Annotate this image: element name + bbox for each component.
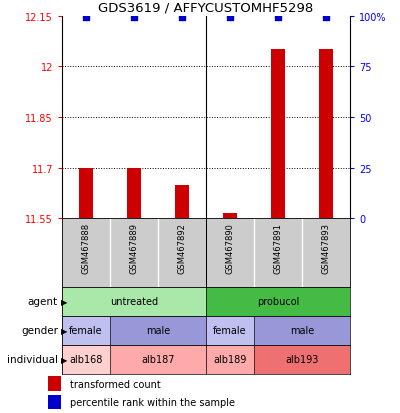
Text: ▶: ▶ <box>61 355 68 364</box>
Text: alb187: alb187 <box>141 354 175 364</box>
Bar <box>254 316 350 345</box>
Text: male: male <box>290 325 314 335</box>
Text: gender: gender <box>21 325 58 335</box>
Text: GSM467893: GSM467893 <box>322 222 330 273</box>
Text: alb193: alb193 <box>285 354 319 364</box>
Text: GSM467890: GSM467890 <box>226 222 234 273</box>
Bar <box>206 316 254 345</box>
Text: alb189: alb189 <box>213 354 247 364</box>
Bar <box>48 395 61 409</box>
Bar <box>206 345 254 374</box>
Bar <box>110 316 206 345</box>
Text: ▶: ▶ <box>61 297 68 306</box>
Text: untreated: untreated <box>110 297 158 306</box>
Text: female: female <box>213 325 247 335</box>
Bar <box>206 287 350 316</box>
Text: alb168: alb168 <box>69 354 103 364</box>
Bar <box>48 377 61 391</box>
Bar <box>79 168 93 219</box>
Text: GSM467892: GSM467892 <box>178 222 186 273</box>
Title: GDS3619 / AFFYCUSTOMHF5298: GDS3619 / AFFYCUSTOMHF5298 <box>98 1 314 14</box>
Bar <box>223 214 237 219</box>
Bar <box>62 316 110 345</box>
Bar <box>62 287 206 316</box>
Bar <box>62 345 110 374</box>
Bar <box>319 50 333 219</box>
Text: male: male <box>146 325 170 335</box>
Bar <box>110 345 206 374</box>
Text: GSM467889: GSM467889 <box>130 222 138 273</box>
Text: GSM467888: GSM467888 <box>82 222 90 273</box>
Text: percentile rank within the sample: percentile rank within the sample <box>70 397 235 407</box>
Text: ▶: ▶ <box>61 326 68 335</box>
Text: transformed count: transformed count <box>70 379 161 389</box>
Bar <box>254 345 350 374</box>
Text: probucol: probucol <box>257 297 299 306</box>
Text: agent: agent <box>28 297 58 306</box>
Text: female: female <box>69 325 103 335</box>
Text: individual: individual <box>7 354 58 364</box>
Bar <box>271 50 285 219</box>
Text: GSM467891: GSM467891 <box>274 222 282 273</box>
Bar <box>127 168 141 219</box>
Bar <box>175 185 189 219</box>
